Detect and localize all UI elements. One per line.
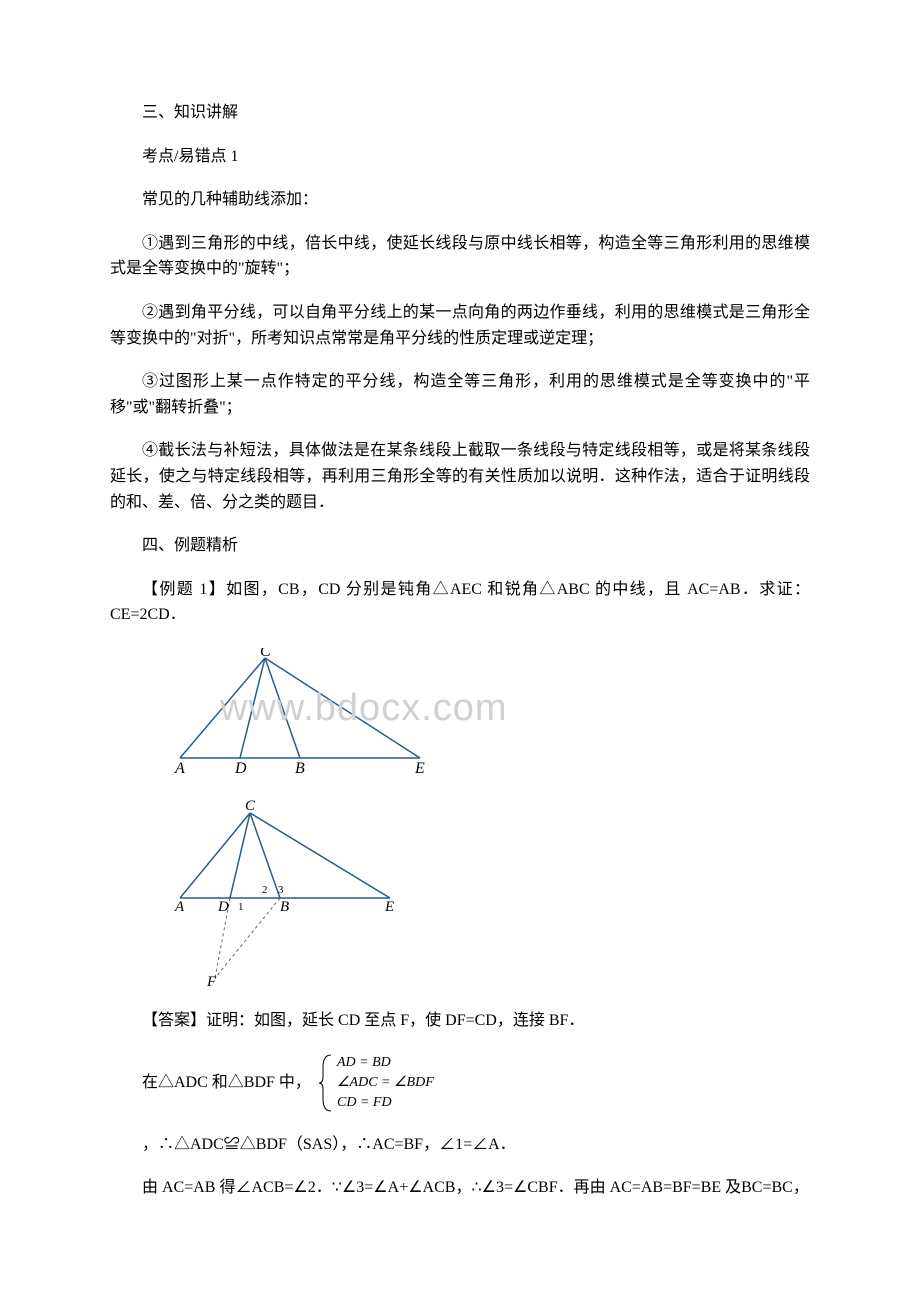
label-F2: F (206, 974, 217, 988)
point-2: ②遇到角平分线，可以自角平分线上的某一点向角的两边作垂线，利用的思维模式是三角形… (110, 300, 810, 351)
label-A: A (174, 760, 185, 777)
section-3-subtitle: 考点/易错点 1 (110, 144, 810, 170)
proof-step-2: ，∴△ADC≌△BDF（SAS），∴AC=BF，∠1=∠A． (110, 1132, 810, 1158)
label-3: 3 (278, 884, 284, 896)
proof-step-3: 由 AC=AB 得∠ACB=∠2．∵∠3=∠A+∠ACB，∴∠3=∠CBF．再由… (110, 1175, 810, 1201)
point-1: ①遇到三角形的中线，倍长中线，使延长线段与原中线长相等，构造全等三角形利用的思维… (110, 231, 810, 282)
point-3: ③过图形上某一点作特定的平分线，构造全等三角形，利用的思维模式是全等变换中的"平… (110, 369, 810, 420)
label-C2: C (245, 798, 256, 814)
section-4-title: 四、例题精析 (110, 533, 810, 559)
cond-1: AD = BD (336, 1055, 391, 1070)
label-D: D (234, 760, 247, 777)
answer-intro: 【答案】证明：如图，延长 CD 至点 F，使 DF=CD，连接 BF． (110, 1008, 810, 1034)
label-B2: B (280, 899, 289, 915)
figure-1: A D B E C (170, 648, 810, 778)
section-3-intro: 常见的几种辅助线添加： (110, 187, 810, 213)
problem-1: 【例题 1】如图，CB，CD 分别是钝角△AEC 和锐角△ABC 的中线，且 A… (110, 577, 810, 628)
answer-text: 证明：如图，延长 CD 至点 F，使 DF=CD，连接 BF． (206, 1012, 584, 1029)
math-brace: AD = BD ∠ADC = ∠BDF CD = FD (319, 1052, 469, 1114)
label-C: C (260, 648, 271, 660)
label-A2: A (174, 899, 185, 915)
label-E2: E (384, 899, 394, 915)
point-4: ④截长法与补短法，具体做法是在某条线段上截取一条线段与特定线段相等，或是将某条线… (110, 438, 810, 515)
label-B: B (295, 760, 305, 777)
figure-1-wrap: www.bdocx.com A D B E C (110, 648, 810, 778)
triangle-diagram-1: A D B E C (170, 648, 430, 778)
cond-3: CD = FD (337, 1095, 392, 1110)
problem-label: 【例题 1】 (142, 581, 226, 598)
proof-prefix: 在△ADC 和△BDF 中， (110, 1070, 311, 1096)
figure-2: A D B E C F 1 2 3 (170, 798, 810, 988)
label-D2: D (217, 899, 229, 915)
label-E: E (414, 760, 425, 777)
proof-conditions-line: 在△ADC 和△BDF 中， AD = BD ∠ADC = ∠BDF CD = … (110, 1052, 810, 1114)
label-1: 1 (238, 901, 244, 913)
label-2: 2 (262, 884, 268, 896)
answer-label: 【答案】 (142, 1012, 206, 1029)
section-3-title: 三、知识讲解 (110, 100, 810, 126)
triangle-diagram-2: A D B E C F 1 2 3 (170, 798, 410, 988)
cond-2: ∠ADC = ∠BDF (337, 1075, 434, 1090)
